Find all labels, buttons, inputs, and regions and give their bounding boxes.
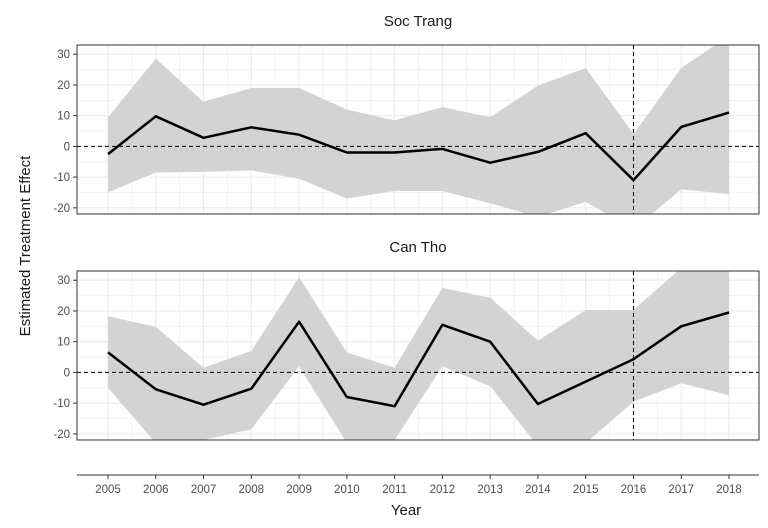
x-tick-label: 2012	[430, 484, 456, 496]
x-tick-label: 2013	[477, 484, 503, 496]
y-tick-label: 0	[64, 367, 70, 379]
x-tick-label: 2009	[286, 484, 312, 496]
confidence-band-soc-trang	[108, 45, 729, 214]
y-axis-can-tho: -20 -10 0 10 20 30	[53, 275, 77, 441]
y-tick-label: -10	[53, 172, 70, 184]
x-tick-label: 2011	[382, 484, 407, 496]
x-axis: 2005 2006 2007 2008 2009 2010 2011 2012 2013 2014…	[95, 475, 742, 496]
x-tick-label: 2016	[621, 484, 647, 496]
x-tick-label: 2014	[525, 484, 551, 496]
x-tick-label: 2007	[191, 484, 217, 496]
panel-can-tho: -20 -10 0 10 20 30	[53, 270, 760, 441]
x-tick-label: 2006	[143, 484, 169, 496]
x-tick-label: 2015	[573, 484, 599, 496]
y-tick-label: 20	[57, 306, 70, 318]
y-tick-label: 10	[57, 337, 70, 349]
y-tick-label: -10	[53, 398, 70, 410]
estimate-line-soc-trang	[107, 111, 730, 182]
panel-border-soc-trang	[76, 44, 760, 215]
x-tick-label: 2018	[716, 484, 742, 496]
panel-soc-trang: -20 -10 0 10 20 30	[53, 44, 760, 215]
panel-title-can-tho: Can Tho	[389, 239, 446, 256]
x-tick-label: 2008	[239, 484, 265, 496]
y-tick-label: 0	[64, 141, 70, 153]
y-axis-title: Estimated Treatment Effect	[17, 155, 34, 336]
x-tick-label: 2017	[668, 484, 694, 496]
confidence-band-can-tho	[108, 271, 729, 440]
y-tick-label: -20	[53, 203, 70, 215]
x-tick-label: 2010	[334, 484, 360, 496]
panel-title-soc-trang: Soc Trang	[384, 13, 452, 30]
y-tick-label: -20	[53, 429, 70, 441]
x-tick-label: 2005	[95, 484, 121, 496]
y-tick-label: 30	[57, 275, 70, 287]
panel-border-can-tho	[76, 270, 760, 441]
y-tick-label: 20	[57, 80, 70, 92]
y-tick-label: 10	[57, 111, 70, 123]
x-axis-title: Year	[391, 502, 421, 519]
y-tick-label: 30	[57, 49, 70, 61]
estimate-line-can-tho	[107, 311, 730, 408]
y-axis-soc-trang: -20 -10 0 10 20 30	[53, 49, 77, 215]
